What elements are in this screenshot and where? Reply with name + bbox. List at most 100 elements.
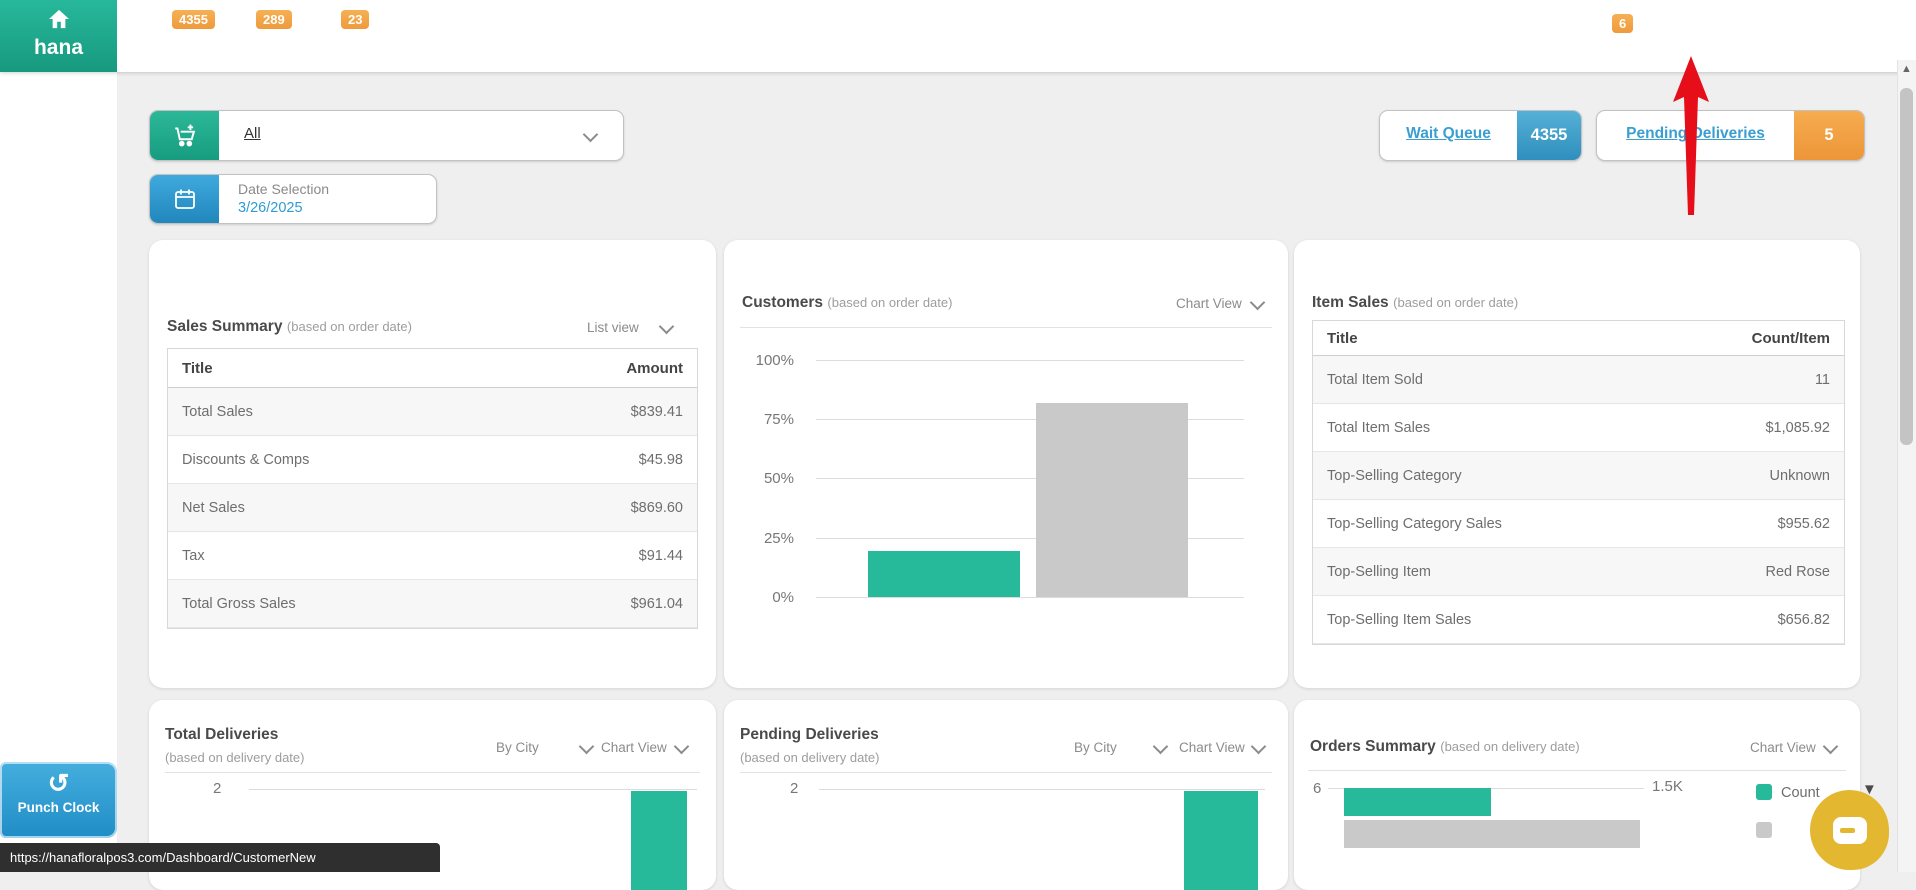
divider xyxy=(1308,770,1846,771)
chevron-down-icon xyxy=(1249,294,1265,311)
pending-deliveries-button[interactable]: Pending Deliveries 5 xyxy=(1596,110,1865,161)
customers-card: Customers (based on order date) Chart Vi… xyxy=(724,240,1288,688)
order-type-dropdown[interactable]: All xyxy=(149,110,624,161)
group-selector-label: By City xyxy=(1074,740,1117,755)
row-value: $961.04 xyxy=(630,595,683,612)
row-title: Total Item Sold xyxy=(1327,371,1423,388)
card-subtitle: (based on delivery date) xyxy=(1440,739,1580,754)
view-selector[interactable]: Chart View xyxy=(1176,294,1265,311)
column-title: Title xyxy=(1327,329,1358,347)
view-selector[interactable]: Chart View xyxy=(1750,738,1838,755)
ytick: 75% xyxy=(763,411,794,428)
view-selector[interactable]: List view xyxy=(587,318,674,335)
divider xyxy=(740,327,1272,328)
messages-badge[interactable]: 23 xyxy=(341,10,370,29)
gridline xyxy=(816,360,1244,361)
bar-gray[interactable] xyxy=(1344,820,1640,848)
card-subtitle: (based on order date) xyxy=(1393,295,1519,310)
chat-widget-button[interactable] xyxy=(1810,790,1889,870)
red-annotation-arrow xyxy=(1673,56,1709,215)
table-row: Top-Selling Category Unknown xyxy=(1313,452,1844,500)
row-value: $955.62 xyxy=(1777,515,1830,532)
table-row: Top-Selling Item Red Rose xyxy=(1313,548,1844,596)
copies-badge[interactable]: 289 xyxy=(256,10,292,29)
row-value: Unknown xyxy=(1769,467,1830,484)
row-title: Top-Selling Item xyxy=(1327,563,1431,580)
punch-clock-icon: ↺ xyxy=(47,768,70,798)
view-selector[interactable]: Chart View xyxy=(601,738,689,755)
chevron-down-icon xyxy=(1250,738,1266,755)
punch-clock-button[interactable]: ↺ Punch Clock xyxy=(0,762,117,838)
gridline xyxy=(249,789,697,790)
table-row: Discounts & Comps $45.98 xyxy=(168,436,697,484)
row-title: Tax xyxy=(182,547,205,564)
table-row: Total Item Sold 11 xyxy=(1313,356,1844,404)
chevron-down-icon xyxy=(1152,738,1168,755)
row-title: Net Sales xyxy=(182,499,245,516)
gridline xyxy=(819,789,1265,790)
row-title: Top-Selling Item Sales xyxy=(1327,611,1472,628)
legend-count-swatch xyxy=(1756,784,1772,800)
row-value: $1,085.92 xyxy=(1765,419,1830,436)
date-selection-value: 3/26/2025 xyxy=(238,200,303,216)
orders-summary-card: Orders Summary (based on delivery date) … xyxy=(1294,700,1860,890)
wait-queue-button[interactable]: Wait Queue 4355 xyxy=(1379,110,1582,161)
punch-clock-label: Punch Clock xyxy=(17,800,100,815)
table-header: Title Amount xyxy=(168,349,697,388)
axis-max-label: 1.5K xyxy=(1652,778,1683,795)
row-title: Total Gross Sales xyxy=(182,595,296,612)
chevron-down-icon xyxy=(658,318,674,335)
table-row: Top-Selling Item Sales $656.82 xyxy=(1313,596,1844,644)
scroll-down-icon[interactable]: ▼ xyxy=(1862,781,1877,798)
row-value: 11 xyxy=(1814,371,1830,388)
row-value: $656.82 xyxy=(1777,611,1830,628)
date-selection-picker[interactable]: Date Selection 3/26/2025 xyxy=(149,174,437,224)
logo-text: hana xyxy=(33,36,83,59)
bar-green-count[interactable] xyxy=(1344,788,1491,816)
group-selector[interactable]: By City xyxy=(1074,738,1168,755)
card-title: Sales Summary xyxy=(167,318,283,335)
item-sales-table: Title Count/Item Total Item Sold 11 Tota… xyxy=(1312,320,1845,645)
row-title: Total Sales xyxy=(182,403,253,420)
order-queue-badge[interactable]: 4355 xyxy=(172,10,215,29)
row-title: Top-Selling Category xyxy=(1327,467,1462,484)
home-logo[interactable]: hana xyxy=(0,0,117,72)
table-row: Total Sales $839.41 xyxy=(168,388,697,436)
group-selector[interactable]: By City xyxy=(496,738,594,755)
card-title: Orders Summary xyxy=(1310,738,1436,755)
scroll-up-icon[interactable]: ▲ xyxy=(1901,63,1912,75)
card-title: Customers xyxy=(742,294,823,311)
mail-badge[interactable]: 6 xyxy=(1612,14,1634,33)
ytick: 100% xyxy=(755,352,794,369)
row-value: $91.44 xyxy=(638,547,683,564)
legend-count-label: Count xyxy=(1781,785,1820,801)
bar-green[interactable] xyxy=(1184,791,1258,890)
table-row: Net Sales $869.60 xyxy=(168,484,697,532)
gridline xyxy=(816,597,1244,598)
page-scrollbar-thumb[interactable] xyxy=(1900,88,1913,445)
item-sales-card: Item Sales (based on order date) Title C… xyxy=(1294,240,1860,688)
view-selector-label: List view xyxy=(587,320,639,335)
ytick: 6 xyxy=(1313,780,1322,797)
row-value: $45.98 xyxy=(638,451,683,468)
table-header: Title Count/Item xyxy=(1313,321,1844,356)
ytick: 0% xyxy=(772,589,794,606)
row-title: Discounts & Comps xyxy=(182,451,310,468)
view-selector[interactable]: Chart View xyxy=(1179,738,1266,755)
card-subtitle: (based on order date) xyxy=(286,319,412,334)
home-icon xyxy=(0,9,117,34)
bar-gray[interactable] xyxy=(1036,403,1188,597)
card-title: Total Deliveries xyxy=(165,726,279,743)
ytick: 25% xyxy=(763,530,794,547)
row-value: Red Rose xyxy=(1765,563,1830,580)
card-subtitle: (based on order date) xyxy=(827,295,953,310)
divider xyxy=(165,772,700,773)
column-count-item: Count/Item xyxy=(1751,329,1830,347)
cart-icon xyxy=(150,111,219,160)
row-title: Top-Selling Category Sales xyxy=(1327,515,1502,532)
divider xyxy=(740,772,1272,773)
bar-green[interactable] xyxy=(631,791,687,890)
bar-green[interactable] xyxy=(868,551,1020,597)
ytick: 2 xyxy=(790,780,799,797)
gridline xyxy=(816,419,1244,420)
